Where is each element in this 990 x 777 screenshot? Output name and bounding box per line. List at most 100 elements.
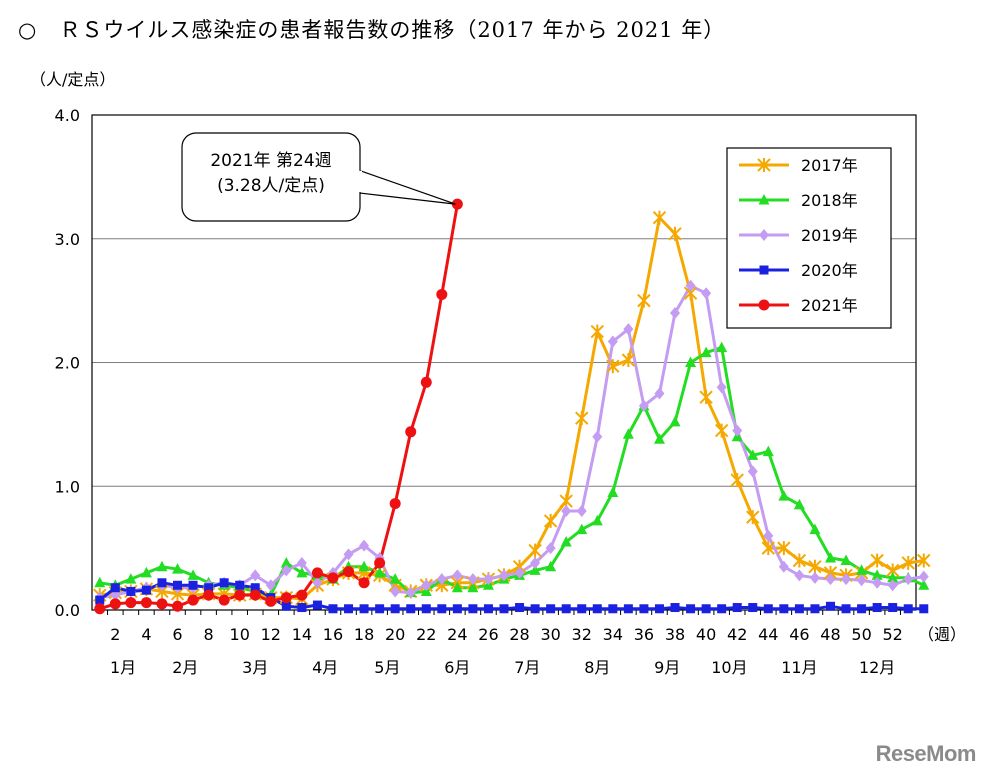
data-point: [670, 603, 680, 613]
data-point: [857, 604, 867, 614]
month-label: 8月: [584, 658, 610, 677]
data-point: [623, 323, 634, 336]
x-tick-label: 20: [385, 625, 405, 644]
data-point: [312, 600, 322, 610]
data-point: [467, 581, 479, 593]
data-point: [794, 569, 805, 582]
x-tick-label: 42: [727, 625, 747, 644]
x-tick-label: 12: [261, 625, 281, 644]
data-point: [483, 573, 494, 586]
data-point: [793, 498, 805, 510]
data-point: [699, 390, 713, 405]
data-point: [871, 569, 883, 580]
legend-label: 2017年: [801, 156, 858, 175]
data-point: [762, 445, 774, 457]
data-point: [748, 603, 758, 613]
x-tick-label: 46: [789, 625, 809, 644]
data-point: [405, 426, 417, 438]
data-point: [561, 505, 572, 517]
data-point: [249, 589, 261, 601]
data-point: [281, 564, 292, 577]
data-point: [359, 539, 370, 552]
x-axis-unit-label: （週）: [918, 625, 966, 644]
x-tick-label: 16: [323, 625, 343, 644]
data-point: [483, 604, 493, 614]
data-point: [759, 229, 769, 241]
data-point: [94, 603, 106, 615]
data-point: [592, 430, 603, 443]
y-tick-label: 0.0: [55, 601, 80, 620]
data-point: [343, 566, 355, 578]
y-tick-label: 1.0: [55, 477, 80, 496]
data-point: [576, 505, 587, 517]
month-label: 1月: [110, 658, 136, 677]
data-point: [639, 604, 649, 614]
data-point: [296, 589, 308, 601]
data-point: [794, 604, 804, 614]
data-point: [685, 279, 696, 292]
y-tick-label: 2.0: [55, 354, 80, 373]
data-point: [528, 543, 542, 558]
legend-label: 2020年: [801, 261, 858, 280]
data-point: [543, 513, 558, 528]
x-tick-label: 14: [292, 625, 312, 644]
data-point: [296, 566, 308, 578]
data-point: [758, 194, 770, 205]
data-point: [156, 560, 168, 572]
data-point: [840, 554, 852, 565]
data-point: [343, 548, 354, 561]
data-point: [95, 595, 105, 605]
data-point: [606, 359, 620, 374]
data-point: [700, 346, 712, 358]
data-point: [758, 299, 770, 311]
data-point: [919, 604, 929, 614]
data-point: [280, 556, 292, 568]
data-point: [808, 559, 822, 574]
month-label: 11月: [781, 658, 817, 677]
data-point: [187, 594, 199, 606]
data-point: [358, 577, 370, 589]
data-point: [824, 552, 836, 563]
month-label: 4月: [312, 658, 338, 677]
data-point: [917, 553, 931, 568]
data-point: [374, 566, 386, 578]
data-point: [576, 523, 588, 535]
data-point: [452, 604, 462, 614]
data-point: [188, 580, 198, 590]
data-point: [280, 592, 292, 604]
data-point: [669, 415, 681, 427]
data-point: [467, 573, 478, 586]
data-point: [701, 287, 712, 300]
data-point: [140, 566, 152, 578]
y-axis-unit-label: （人/定点）: [30, 70, 116, 89]
data-point: [235, 580, 245, 590]
data-point: [560, 535, 572, 547]
data-point: [173, 580, 183, 590]
data-point: [575, 411, 589, 426]
data-point: [856, 564, 868, 575]
data-point: [405, 586, 416, 599]
data-point: [716, 381, 727, 394]
data-point: [390, 585, 401, 598]
data-point: [250, 583, 260, 593]
data-point: [872, 603, 882, 613]
data-point: [654, 387, 665, 400]
data-point: [591, 514, 603, 526]
data-point: [436, 573, 447, 586]
legend-label: 2021年: [801, 296, 858, 315]
callout-title: 2021年 第24週: [210, 151, 331, 171]
data-point: [747, 465, 758, 478]
data-point: [499, 604, 509, 614]
data-point: [545, 560, 557, 572]
data-point: [716, 341, 728, 353]
data-point: [747, 449, 759, 460]
data-point: [918, 570, 929, 583]
data-point: [638, 399, 649, 412]
legend: [726, 147, 892, 329]
series-line: [99, 203, 459, 611]
data-point: [265, 579, 276, 592]
data-point: [358, 560, 370, 572]
callout-pointer: [357, 169, 456, 205]
data-point: [918, 579, 930, 590]
callout-value: (3.28人/定点): [217, 176, 325, 196]
